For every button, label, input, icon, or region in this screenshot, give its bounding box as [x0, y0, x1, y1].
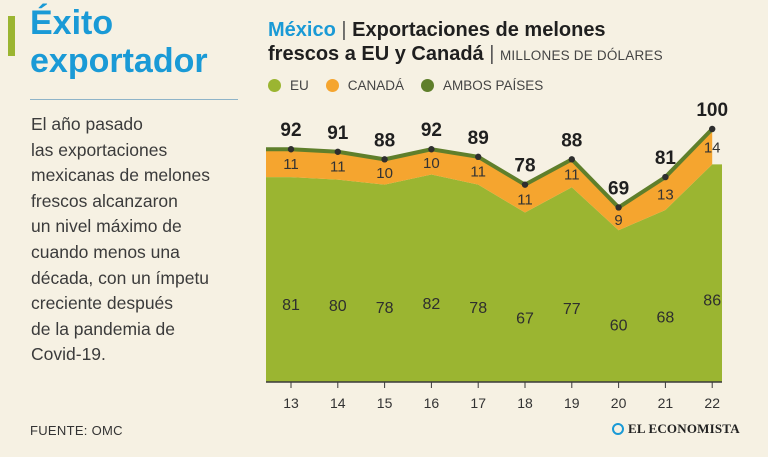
headline-line-2: exportador [30, 42, 208, 80]
body-text-line: mexicanas de melones [31, 165, 210, 186]
total-point [381, 156, 388, 163]
total-label: 88 [561, 130, 582, 151]
eu-label: 81 [282, 297, 300, 314]
total-point [475, 153, 482, 161]
headline: Éxito exportador [30, 4, 240, 80]
body-text-line: El año pasado [31, 114, 143, 134]
canada-label: 11 [330, 159, 346, 176]
canada-label: 9 [614, 212, 622, 229]
canada-label: 11 [564, 166, 580, 183]
eu-label: 67 [516, 311, 534, 328]
brand-logo: EL ECONOMISTA [612, 421, 740, 437]
chart-title-line-2: frescos a EU y Canadá [268, 43, 484, 65]
total-point [428, 146, 435, 153]
body-text: El año pasado las exportaciones mexicana… [31, 112, 251, 368]
total-point [709, 125, 716, 133]
legend-item-ambos: AMBOS PAÍSES [421, 78, 543, 93]
brand-name: EL ECONOMISTA [628, 421, 740, 436]
legend-swatch-ambos [421, 79, 435, 92]
body-text-line: cuando menos una [31, 241, 180, 262]
eu-label: 68 [657, 310, 675, 327]
headline-divider [30, 99, 238, 100]
eu-label: 77 [563, 301, 581, 318]
total-point [615, 204, 622, 211]
canada-label: 13 [657, 187, 674, 204]
legend-item-canada: CANADÁ [325, 78, 405, 93]
legend-swatch-canada [325, 79, 339, 92]
x-tick-label: 22 [704, 395, 720, 411]
total-label: 89 [468, 128, 489, 149]
x-tick-label: 15 [377, 395, 393, 411]
x-tick-label: 13 [283, 395, 299, 411]
x-tick-label: 20 [611, 395, 627, 411]
total-label: 69 [608, 178, 629, 199]
canada-label: 14 [704, 140, 721, 157]
total-point [568, 156, 575, 163]
chart-unit: MILLONES DE DÓLARES [499, 48, 663, 63]
body-text-line: un nivel máximo de [31, 216, 182, 237]
total-label: 92 [421, 120, 442, 141]
canada-label: 11 [283, 156, 299, 173]
eu-label: 60 [610, 317, 628, 334]
canada-label: 11 [470, 164, 486, 181]
legend-label-canada: CANADÁ [347, 78, 405, 93]
x-tick-label: 14 [330, 395, 346, 411]
total-point [334, 148, 341, 155]
body-text-line: década, con un ímpetu [31, 267, 210, 288]
legend-swatch-eu [268, 79, 281, 92]
canada-label: 11 [517, 192, 533, 209]
body-text-line: frescos alcanzaron [31, 190, 178, 211]
total-label: 81 [655, 148, 677, 169]
chart-legend: EU CANADÁ AMBOS PAÍSES [268, 78, 560, 93]
brand-mark-icon [612, 423, 624, 435]
chart-title-separator: | [341, 19, 347, 41]
canada-label: 10 [423, 155, 440, 172]
legend-label-eu: EU [290, 78, 309, 93]
eu-label: 82 [423, 296, 441, 313]
canada-area [266, 129, 713, 231]
total-label: 88 [374, 130, 395, 151]
total-point [521, 181, 529, 188]
body-text-line: de la pandemia de [31, 318, 175, 339]
body-text-line: las exportaciones [31, 139, 168, 160]
eu-label: 78 [376, 300, 394, 317]
total-point [287, 146, 295, 153]
body-text-line: creciente después [31, 293, 174, 314]
total-label: 100 [696, 100, 728, 121]
legend-label-ambos: AMBOS PAÍSES [443, 78, 544, 93]
canada-label: 10 [376, 165, 393, 182]
eu-label: 86 [703, 292, 721, 309]
total-label: 78 [514, 156, 535, 177]
x-tick-label: 18 [517, 395, 533, 411]
total-label: 91 [327, 123, 349, 144]
x-tick-label: 16 [424, 395, 440, 411]
body-text-line: Covid-19. [31, 344, 106, 365]
eu-label: 78 [469, 300, 487, 317]
x-tick-label: 21 [658, 395, 674, 411]
total-label: 92 [280, 120, 301, 141]
legend-item-eu: EU [268, 78, 309, 93]
chart-title-place: México [268, 19, 336, 41]
chart-title: México | Exportaciones de melones fresco… [268, 18, 663, 68]
headline-line-1: Éxito [30, 4, 114, 42]
eu-label: 80 [329, 298, 347, 315]
source-note: FUENTE: OMC [30, 423, 123, 438]
headline-accent-bar [8, 16, 15, 56]
x-tick-label: 19 [564, 395, 580, 411]
eu-area [266, 164, 722, 382]
x-tick-label: 17 [470, 395, 486, 411]
chart-title-line-1: Exportaciones de melones [352, 19, 606, 41]
chart-unit-separator: | [489, 43, 495, 65]
total-point [662, 173, 669, 181]
